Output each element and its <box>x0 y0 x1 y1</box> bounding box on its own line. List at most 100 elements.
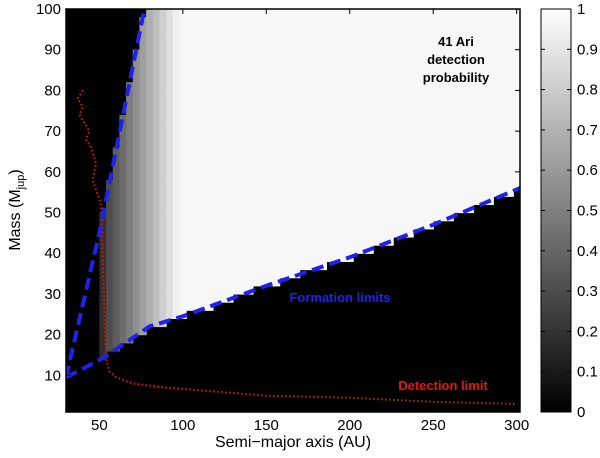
heatmap-cell <box>199 302 207 311</box>
heatmap-cell <box>366 49 374 59</box>
heatmap-cell <box>326 114 334 124</box>
heatmap-cell <box>139 212 147 222</box>
heatmap-cell <box>266 98 274 108</box>
heatmap-cell <box>339 106 348 116</box>
heatmap-cell <box>232 220 241 230</box>
heatmap-cell <box>226 171 234 181</box>
heatmap-cell <box>506 41 514 51</box>
heatmap-cell <box>413 65 421 75</box>
heatmap-cell <box>506 57 514 67</box>
heatmap-cell <box>219 261 227 271</box>
heatmap-cell <box>246 90 254 100</box>
heatmap-cell <box>459 131 468 140</box>
heatmap-cell <box>132 261 141 271</box>
heatmap-cell <box>433 82 441 92</box>
heatmap-cell <box>212 57 221 67</box>
heatmap-cell <box>152 41 161 51</box>
heatmap-cell <box>192 57 201 67</box>
heatmap-cell <box>406 33 414 43</box>
heatmap-cell <box>232 277 241 287</box>
heatmap-cell <box>366 9 374 18</box>
heatmap-cell <box>126 220 134 230</box>
heatmap-cell <box>406 65 414 75</box>
heatmap-cell <box>232 171 241 181</box>
colorbar-tick-label: 0.4 <box>577 243 598 260</box>
heatmap-cell <box>466 49 474 59</box>
heatmap-cell <box>112 179 121 189</box>
heatmap-cell <box>393 163 401 173</box>
heatmap-cell <box>453 196 461 205</box>
heatmap-cell <box>199 90 207 100</box>
heatmap-cell <box>286 49 294 59</box>
heatmap-cell <box>199 147 207 157</box>
heatmap-cell <box>326 220 334 230</box>
heatmap-cell <box>393 228 401 238</box>
heatmap-cell <box>353 188 361 197</box>
heatmap-cell <box>313 155 321 165</box>
heatmap-cell <box>226 33 234 43</box>
heatmap-cell <box>479 139 488 148</box>
heatmap-cell <box>306 57 314 67</box>
heatmap-cell <box>366 163 374 173</box>
heatmap-cell <box>246 33 254 43</box>
heatmap-cell <box>439 196 448 205</box>
heatmap-cell <box>493 17 501 26</box>
heatmap-cell <box>172 65 181 75</box>
heatmap-cell <box>346 212 354 222</box>
heatmap-cell <box>219 25 227 35</box>
heatmap-cell <box>486 155 494 165</box>
heatmap-cell <box>366 179 374 189</box>
heatmap-cell <box>453 65 461 75</box>
heatmap-cell <box>252 122 261 132</box>
heatmap-cell <box>179 204 187 214</box>
heatmap-cell <box>459 163 468 173</box>
heatmap-cell <box>506 98 514 108</box>
heatmap-cell <box>199 188 207 197</box>
heatmap-cell <box>339 204 348 214</box>
heatmap-cell <box>272 196 281 205</box>
heatmap-cell <box>486 131 494 140</box>
heatmap-cell <box>339 57 348 67</box>
heatmap-cell <box>439 106 448 116</box>
heatmap-cell <box>259 277 267 287</box>
heatmap-cell <box>279 98 287 108</box>
heatmap-cell <box>366 90 374 100</box>
heatmap-cell <box>379 98 388 108</box>
heatmap-cell <box>166 220 174 230</box>
heatmap-cell <box>146 228 154 238</box>
heatmap-cell <box>406 90 414 100</box>
heatmap-cell <box>399 106 408 116</box>
heatmap-cell <box>466 41 474 51</box>
heatmap-cell <box>159 74 167 83</box>
heatmap-cell <box>453 139 461 148</box>
heatmap-cell <box>299 163 307 173</box>
heatmap-cell <box>172 25 181 35</box>
heatmap-cell <box>513 139 520 148</box>
heatmap-cell <box>513 155 520 165</box>
heatmap-cell <box>192 212 201 222</box>
heatmap-cell <box>359 245 368 254</box>
heatmap-cell <box>259 163 267 173</box>
heatmap-cell <box>359 65 368 75</box>
heatmap-cell <box>499 82 508 92</box>
heatmap-cell <box>146 90 154 100</box>
heatmap-cell <box>313 17 321 26</box>
heatmap-cell <box>186 57 194 67</box>
heatmap-cell <box>246 106 254 116</box>
heatmap-cell <box>252 25 261 35</box>
heatmap-cell <box>373 155 381 165</box>
heatmap-cell <box>272 106 281 116</box>
heatmap-cell <box>439 65 448 75</box>
heatmap-cell <box>379 212 388 222</box>
heatmap-cell <box>252 196 261 205</box>
heatmap-cell <box>219 228 227 238</box>
heatmap-cell <box>319 228 327 238</box>
heatmap-cell <box>293 41 301 51</box>
heatmap-cell <box>252 269 261 279</box>
x-tick-label: 50 <box>91 417 108 434</box>
heatmap-cell <box>139 139 147 148</box>
heatmap-cell <box>272 188 281 197</box>
heatmap-cell <box>99 342 107 352</box>
heatmap-cell <box>272 33 281 43</box>
heatmap-cell <box>406 57 414 67</box>
